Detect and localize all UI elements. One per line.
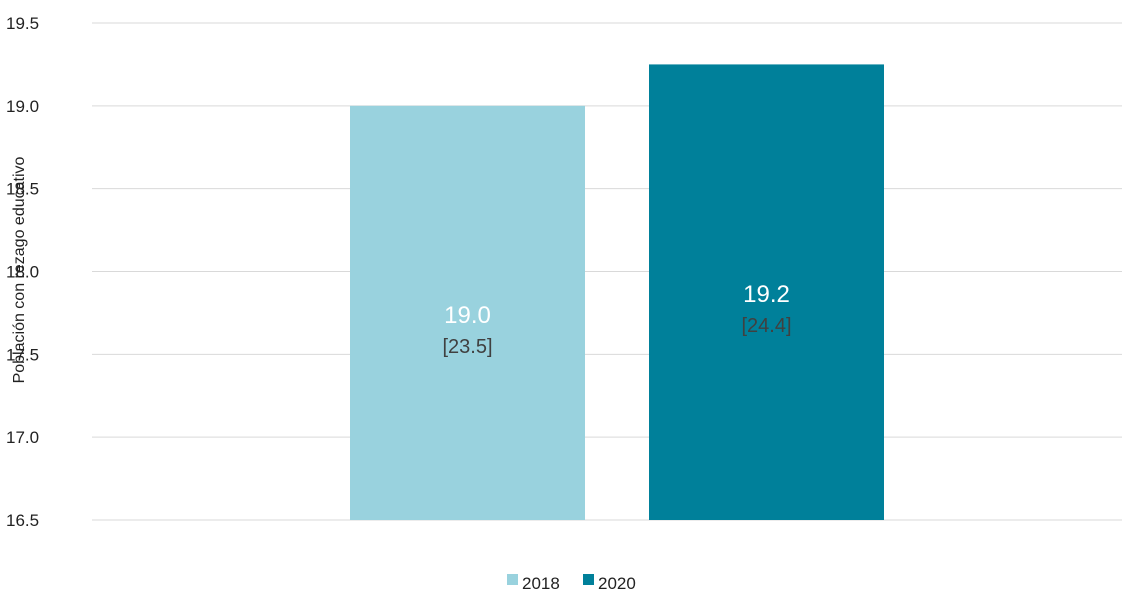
legend[interactable]: 2018 2020 — [507, 574, 636, 590]
y-tick-label: 18.5 — [6, 180, 39, 199]
bar-value-label: 19.0 — [444, 302, 491, 329]
bar-bracket-label: [23.5] — [442, 336, 492, 358]
legend-swatch-2020[interactable] — [583, 574, 594, 585]
y-tick-label: 17.5 — [6, 345, 39, 364]
bar-2020 — [649, 64, 884, 521]
y-tick-label: 19.5 — [6, 14, 39, 33]
legend-label-2020[interactable]: 2020 — [598, 574, 636, 590]
legend-swatch-2018[interactable] — [507, 574, 518, 585]
bar-bracket-label: [24.4] — [741, 315, 791, 337]
bar-data-labels: 19.0 [23.5] 19.2 [24.4] — [442, 281, 791, 358]
bars — [350, 64, 884, 521]
y-axis-title: Población con rezago educativo — [11, 156, 28, 383]
gridlines — [92, 22, 1122, 521]
y-tick-label: 18.0 — [6, 263, 39, 282]
bar-value-label: 19.2 — [743, 281, 790, 308]
y-tick-label: 17.0 — [6, 428, 39, 447]
y-tick-label: 16.5 — [6, 511, 39, 530]
y-axis-tick-labels: 16.5 17.0 17.5 18.0 18.5 19.0 19.5 — [6, 14, 39, 530]
legend-label-2018[interactable]: 2018 — [522, 574, 560, 590]
y-tick-label: 19.0 — [6, 97, 39, 116]
bar-2018 — [350, 105, 585, 520]
